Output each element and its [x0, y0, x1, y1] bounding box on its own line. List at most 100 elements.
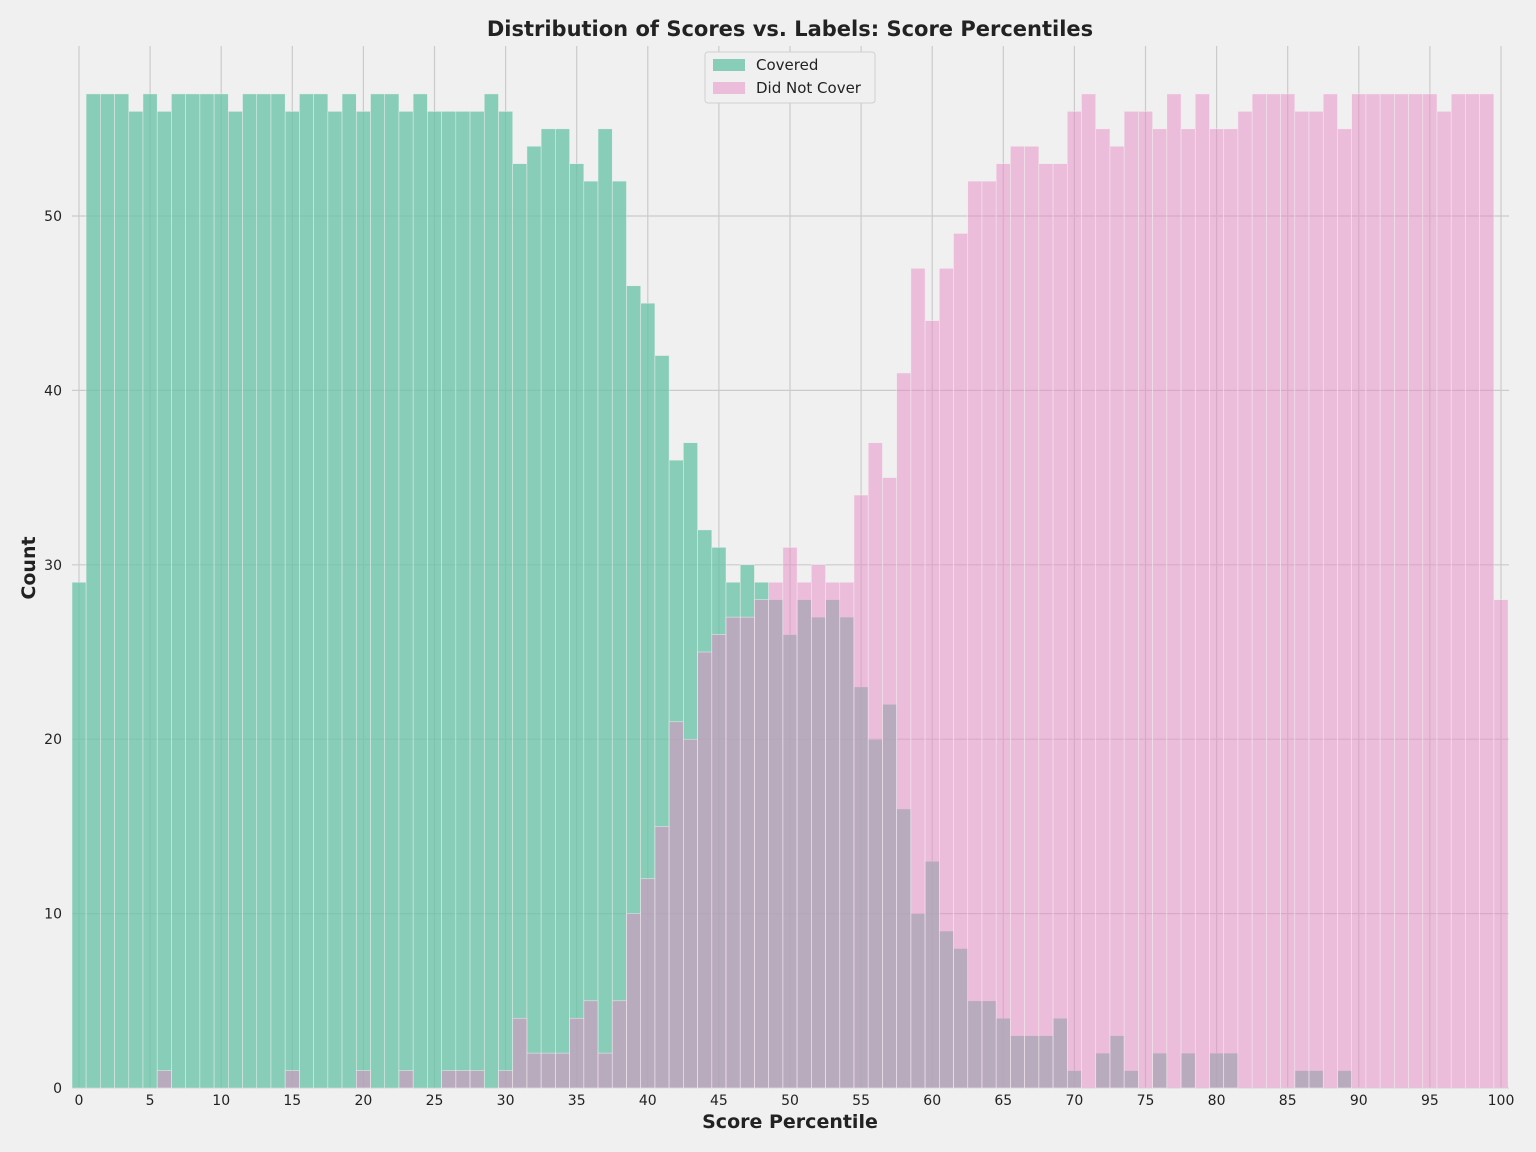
bar-did-not-cover-31 [512, 1017, 528, 1089]
x-axis-title: Score Percentile [702, 1111, 878, 1133]
bar-did-not-cover-66 [1010, 145, 1025, 1089]
bar-covered-4 [128, 111, 144, 1089]
series-did-not-cover [156, 93, 1509, 1089]
bar-covered-22 [384, 93, 400, 1089]
bar-covered-6 [156, 111, 172, 1089]
y-tick-label-10: 10 [44, 907, 62, 923]
bar-covered-20 [355, 111, 371, 1089]
x-tick-label-90: 90 [1350, 1093, 1368, 1109]
bar-did-not-cover-98 [1465, 93, 1480, 1089]
bar-did-not-cover-72 [1095, 128, 1111, 1089]
bar-covered-3 [114, 93, 130, 1089]
bar-did-not-cover-97 [1450, 93, 1466, 1089]
bar-covered-28 [469, 111, 485, 1089]
x-tick-label-30: 30 [497, 1093, 515, 1109]
bar-did-not-cover-36 [583, 1000, 599, 1089]
x-tick-label-0: 0 [75, 1093, 84, 1109]
bar-did-not-cover-68 [1038, 163, 1054, 1089]
bar-did-not-cover-64 [981, 180, 997, 1089]
bar-did-not-cover-63 [967, 180, 983, 1089]
x-tick-label-95: 95 [1421, 1093, 1439, 1109]
legend-label-did-not-cover: Did Not Cover [756, 79, 862, 97]
legend-box [704, 51, 876, 104]
bar-covered-11 [228, 111, 243, 1089]
bar-did-not-cover-6 [156, 1070, 172, 1089]
bar-did-not-cover-94 [1408, 93, 1424, 1089]
bar-covered-8 [185, 93, 201, 1089]
bar-did-not-cover-53 [825, 581, 841, 1089]
bar-did-not-cover-42 [668, 721, 684, 1089]
bar-did-not-cover-41 [654, 826, 670, 1089]
bar-covered-14 [270, 93, 286, 1089]
bar-covered-18 [327, 111, 343, 1089]
y-tick-label-50: 50 [44, 209, 62, 225]
bar-did-not-cover-50 [782, 547, 798, 1089]
bar-covered-25 [427, 111, 442, 1089]
bar-covered-17 [313, 93, 329, 1089]
x-tick-label-5: 5 [146, 1093, 155, 1109]
bar-did-not-cover-58 [896, 372, 912, 1089]
bar-did-not-cover-73 [1109, 145, 1125, 1089]
bar-did-not-cover-49 [768, 581, 784, 1089]
bar-covered-33 [540, 128, 556, 1089]
bar-did-not-cover-87 [1308, 111, 1324, 1089]
bar-did-not-cover-70 [1066, 111, 1082, 1089]
legend-label-covered: Covered [756, 56, 818, 74]
x-tick-label-15: 15 [283, 1093, 301, 1109]
x-tick-label-65: 65 [994, 1093, 1012, 1109]
bar-did-not-cover-84 [1266, 93, 1281, 1089]
bar-covered-26 [441, 111, 457, 1089]
x-tick-label-40: 40 [639, 1093, 657, 1109]
bar-did-not-cover-83 [1251, 93, 1267, 1089]
bar-did-not-cover-38 [611, 1000, 627, 1089]
bar-did-not-cover-77 [1166, 93, 1182, 1089]
bar-did-not-cover-40 [640, 878, 656, 1089]
x-tick-label-35: 35 [568, 1093, 586, 1109]
x-tick-label-25: 25 [426, 1093, 444, 1109]
x-tick-label-45: 45 [710, 1093, 728, 1109]
bar-did-not-cover-56 [867, 442, 883, 1089]
bar-covered-29 [483, 93, 499, 1089]
legend-swatch-covered [713, 59, 745, 71]
histogram-bars [71, 93, 1509, 1089]
bar-did-not-cover-20 [355, 1070, 371, 1089]
bar-covered-9 [199, 93, 215, 1089]
bar-did-not-cover-43 [683, 738, 698, 1089]
bar-did-not-cover-71 [1081, 93, 1097, 1089]
bar-did-not-cover-55 [853, 494, 869, 1089]
legend: Covered Did Not Cover [704, 51, 876, 104]
bar-covered-24 [412, 93, 428, 1089]
bar-covered-15 [284, 111, 300, 1089]
bar-covered-16 [299, 93, 314, 1089]
bar-did-not-cover-81 [1223, 128, 1239, 1089]
bar-covered-19 [341, 93, 357, 1089]
bar-did-not-cover-45 [711, 634, 727, 1089]
y-tick-label-20: 20 [44, 732, 62, 748]
bar-covered-32 [526, 145, 542, 1089]
bar-did-not-cover-67 [1024, 145, 1040, 1089]
bar-did-not-cover-61 [939, 268, 954, 1089]
bar-did-not-cover-34 [555, 1052, 570, 1089]
x-tick-label-60: 60 [923, 1093, 941, 1109]
bar-covered-31 [512, 163, 528, 1089]
bar-did-not-cover-78 [1180, 128, 1196, 1089]
bar-did-not-cover-82 [1237, 111, 1253, 1089]
bar-covered-13 [256, 93, 272, 1089]
bar-covered-7 [171, 93, 186, 1089]
bar-did-not-cover-30 [498, 1070, 514, 1089]
bar-did-not-cover-79 [1194, 93, 1210, 1089]
bar-did-not-cover-89 [1337, 128, 1352, 1089]
bar-did-not-cover-57 [882, 477, 897, 1089]
bar-did-not-cover-26 [441, 1070, 457, 1089]
x-tick-label-85: 85 [1279, 1093, 1297, 1109]
y-tick-label-30: 30 [44, 558, 62, 574]
bar-covered-30 [498, 111, 514, 1089]
bar-did-not-cover-37 [597, 1052, 613, 1089]
x-tick-label-20: 20 [354, 1093, 372, 1109]
x-tick-label-100: 100 [1488, 1093, 1515, 1109]
bar-did-not-cover-62 [953, 233, 969, 1089]
y-tick-label-40: 40 [44, 383, 62, 399]
bar-did-not-cover-28 [469, 1070, 485, 1089]
